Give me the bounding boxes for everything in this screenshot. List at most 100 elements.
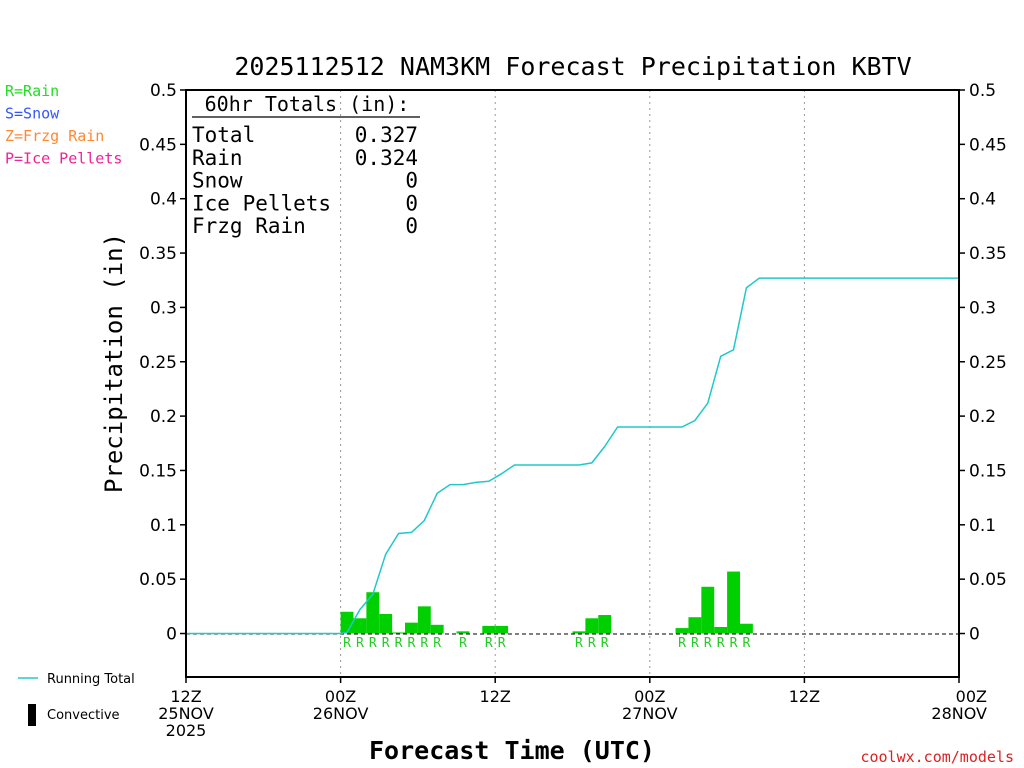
x-tick-label: 12Z [480, 687, 511, 706]
precip-bar [598, 615, 612, 634]
precip-type-label: R [743, 636, 751, 651]
y-tick-label: 0.15 [139, 461, 177, 481]
precip-bar [495, 625, 509, 634]
plot-frame [185, 89, 960, 678]
legend-entry: R=Rain [5, 82, 59, 100]
precip-type-label: R [356, 636, 364, 651]
precip-type-label: R [408, 636, 416, 651]
x-tick-label: 27NOV [622, 704, 678, 723]
legend-label: Convective [47, 708, 120, 723]
legend-bar-swatch [28, 704, 36, 726]
totals-label: Ice Pellets [192, 191, 331, 215]
y-tick-label: 0.15 [969, 461, 1007, 481]
totals-value: 0.327 [355, 123, 418, 147]
precip-bar [701, 586, 715, 634]
totals-value: 0 [405, 169, 418, 193]
x-tick-label: 2025 [166, 721, 207, 740]
precip-type-label: R [730, 636, 738, 651]
precip-bar [392, 632, 406, 634]
x-tick-label: 12Z [170, 687, 201, 706]
totals-label: Total [192, 123, 255, 147]
y-tick-label: 0.35 [139, 244, 177, 264]
x-tick-label: 28NOV [931, 704, 987, 723]
x-tick-label: 26NOV [313, 704, 369, 723]
credit-text: coolwx.com/models [860, 748, 1014, 766]
y-tick-label: 0.3 [150, 298, 177, 318]
precip-type-label: R [575, 636, 583, 651]
y-tick-label: 0 [969, 625, 980, 645]
precip-bar [727, 571, 740, 634]
legend-label: Running Total [47, 672, 135, 687]
x-tick-label: 25NOV [158, 704, 214, 723]
x-axis-label: Forecast Time (UTC) [369, 736, 655, 765]
y-tick-label: 0.45 [969, 135, 1007, 155]
y-tick-label: 0.4 [969, 190, 996, 210]
chart-title: 2025112512 NAM3KM Forecast Precipitation… [234, 52, 911, 81]
y-tick-label: 0.4 [150, 190, 177, 210]
precip-bar [379, 613, 393, 634]
precip-type-label: R [382, 636, 390, 651]
series-legend: Running Total Convective [18, 672, 135, 726]
totals-label: Frzg Rain [192, 214, 306, 238]
x-tick-label: 00Z [325, 687, 356, 706]
legend-entry: S=Snow [5, 105, 60, 123]
vertical-gridlines [340, 90, 805, 677]
precip-type-label: R [717, 636, 725, 651]
precip-type-label: R [691, 636, 699, 651]
precip-type-label: R [395, 636, 403, 651]
precip-type-label: R [485, 636, 493, 651]
x-tick-label: 00Z [956, 687, 987, 706]
totals-header: 60hr Totals (in): [205, 92, 410, 116]
totals-value: 0.324 [355, 146, 418, 170]
precip-type-label: R [369, 636, 377, 651]
precip-type-legend: R=Rain S=Snow Z=Frzg Rain P=Ice Pellets [5, 82, 122, 168]
y-tick-label: 0 [166, 625, 177, 645]
precip-bar [739, 623, 753, 634]
precip-type-label: R [588, 636, 596, 651]
y-tick-label: 0.05 [969, 570, 1007, 590]
y-tick-label: 0.25 [139, 353, 177, 373]
precip-bar [714, 626, 728, 634]
y-axis-left: 0 0.05 0.1 0.15 0.2 0.25 0.3 0.35 0.4 0.45 0.5 [139, 81, 186, 645]
x-tick-label: 00Z [634, 687, 665, 706]
y-tick-label: 0.5 [150, 81, 177, 101]
precip-type-label: R [678, 636, 686, 651]
y-tick-label: 0.5 [969, 81, 996, 101]
precip-bar [675, 628, 689, 634]
precip-bar [585, 618, 599, 634]
y-tick-label: 0.2 [969, 407, 996, 427]
precip-bar [340, 611, 354, 634]
totals-value: 0 [405, 191, 418, 215]
y-tick-label: 0.25 [969, 353, 1007, 373]
precip-type-label: R [343, 636, 351, 651]
precip-type-label: R [459, 636, 467, 651]
totals-label: Rain [192, 146, 243, 170]
precip-bar [417, 606, 431, 634]
x-tick-label: 12Z [789, 687, 820, 706]
precip-bar [405, 622, 418, 634]
y-tick-label: 0.05 [139, 570, 177, 590]
y-axis-right: 0 0.05 0.1 0.15 0.2 0.25 0.3 0.35 0.4 0.45 0.5 [959, 81, 1007, 645]
running-total-line [186, 277, 959, 635]
precip-type-label: R [498, 636, 506, 651]
legend-entry: P=Ice Pellets [5, 150, 122, 168]
y-axis-label: Precipitation (in) [100, 233, 128, 493]
precip-bar [572, 631, 586, 634]
precip-type-label: R [704, 636, 712, 651]
totals-value: 0 [405, 214, 418, 238]
legend-entry: Z=Frzg Rain [5, 127, 104, 145]
precip-bar [366, 592, 380, 634]
precip-type-label: R [433, 636, 441, 651]
y-tick-label: 0.1 [150, 516, 177, 536]
hourly-precip-bars [340, 571, 753, 634]
precip-bar [688, 617, 702, 634]
precip-bar [456, 631, 470, 634]
y-tick-label: 0.3 [969, 298, 996, 318]
precip-bar [482, 625, 496, 634]
y-tick-label: 0.1 [969, 516, 996, 536]
y-tick-label: 0.2 [150, 407, 177, 427]
y-tick-label: 0.45 [139, 135, 177, 155]
